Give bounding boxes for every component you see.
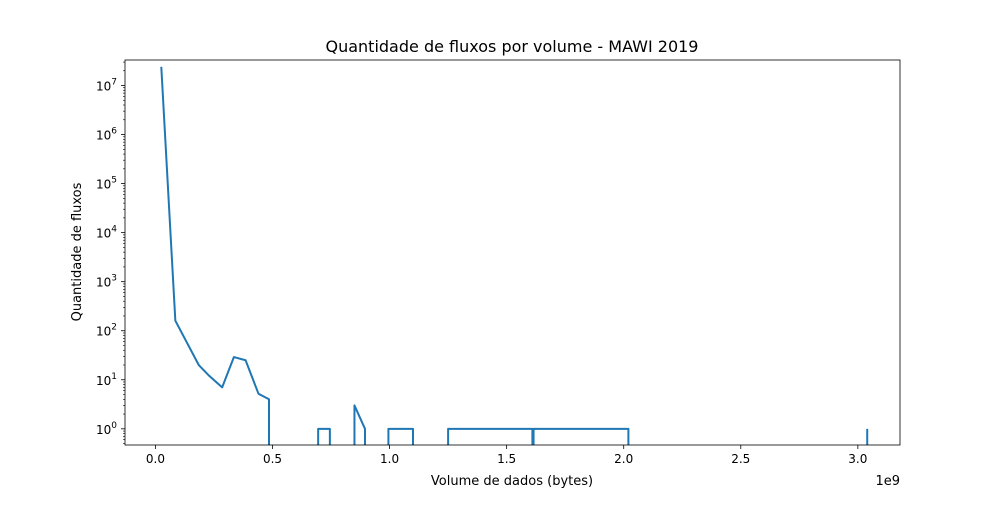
series-layer xyxy=(160,66,869,445)
y-tick-label: 101 xyxy=(96,372,117,388)
y-tick-label: 105 xyxy=(96,176,117,192)
x-tick-label: 2.5 xyxy=(731,452,750,466)
axes-frame xyxy=(124,59,901,446)
axes-layer: 0.0 0.5 1.0 1.5 2.0 2.5 3.0 100 101 102 103 104 105 1… xyxy=(96,61,867,466)
y-tick-label: 102 xyxy=(96,323,117,339)
x-tick-label: 1.5 xyxy=(497,452,516,466)
y-tick-label: 107 xyxy=(96,78,117,94)
x-tick-label: 0.0 xyxy=(146,452,165,466)
x-tick-label: 2.0 xyxy=(614,452,633,466)
x-axis-offset-label: 1e9 xyxy=(875,474,900,489)
x-tick-label: 0.5 xyxy=(263,452,282,466)
y-tick-label: 100 xyxy=(96,421,117,437)
x-tick-label: 1.0 xyxy=(380,452,399,466)
series-line xyxy=(160,66,869,445)
y-tick-label: 104 xyxy=(96,225,117,241)
x-tick-label: 3.0 xyxy=(848,452,867,466)
y-tick-label: 103 xyxy=(96,274,117,290)
y-tick-label: 106 xyxy=(96,127,117,143)
chart-title: Quantidade de fluxos por volume - MAWI 2… xyxy=(326,37,699,56)
y-axis-label: Quantidade de fluxos xyxy=(70,182,85,321)
x-axis-label: Volume de dados (bytes) xyxy=(431,474,593,489)
